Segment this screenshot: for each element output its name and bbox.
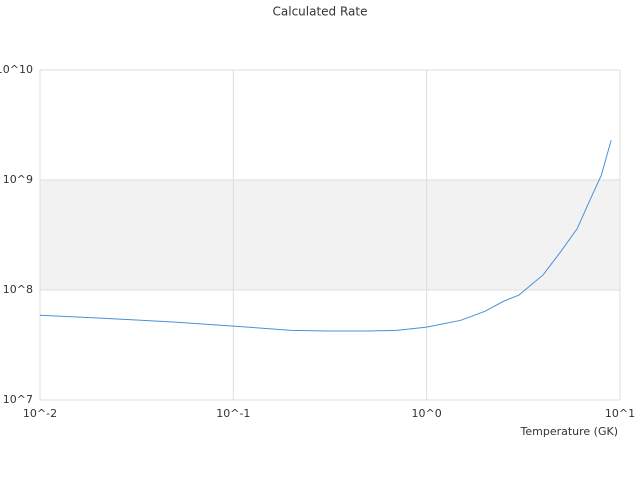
y-tick-label: 10^9	[3, 173, 33, 186]
y-tick-label: 10^7	[3, 393, 33, 406]
y-tick-label: 10^10	[0, 63, 33, 76]
x-tick-label: 10^-2	[23, 407, 57, 420]
x-axis-title: Temperature (GK)	[520, 425, 619, 438]
data-line	[39, 140, 612, 332]
x-tick-label: 10^-1	[216, 407, 250, 420]
x-tick-label: 10^1	[605, 407, 635, 420]
y-tick-label: 10^8	[3, 283, 33, 296]
grid-band	[40, 180, 620, 290]
x-tick-label: 10^0	[412, 407, 442, 420]
chart-title: Calculated Rate	[273, 5, 368, 19]
